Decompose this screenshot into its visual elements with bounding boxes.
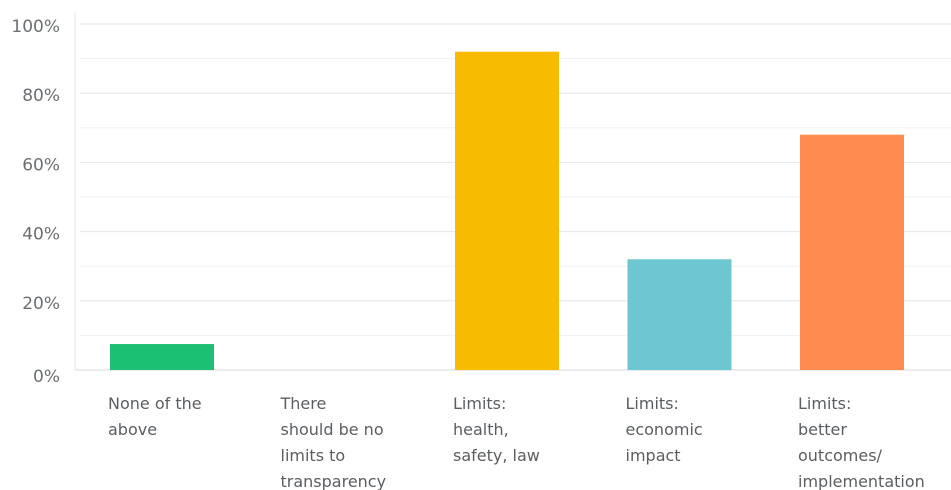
y-tick-label: 0%	[33, 367, 60, 387]
y-tick-label: 40%	[22, 225, 60, 245]
bar	[110, 344, 214, 370]
x-tick-label: Limits: health, safety, law	[453, 394, 540, 465]
x-tick-label: Limits: better outcomes/implementation	[798, 394, 925, 490]
y-tick-label: 100%	[11, 17, 60, 37]
x-tick-label: Limits: economic impact	[626, 394, 703, 465]
bar	[627, 259, 732, 370]
x-tick-label: There should be no limits to transparency	[280, 394, 387, 490]
y-tick-label: 60%	[22, 155, 60, 175]
bars	[110, 51, 904, 371]
x-axis: None of the above There should be no limits …	[108, 394, 925, 490]
y-axis: 0% 20% 40% 60% 80% 100%	[11, 17, 60, 387]
bar	[800, 134, 904, 370]
x-tick-label: None of the above	[108, 394, 202, 439]
y-tick-label: 20%	[22, 294, 60, 314]
bar	[455, 51, 559, 371]
y-tick-label: 80%	[22, 86, 60, 106]
